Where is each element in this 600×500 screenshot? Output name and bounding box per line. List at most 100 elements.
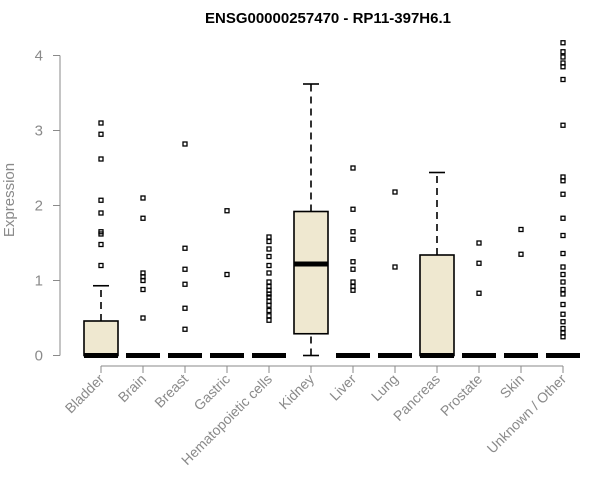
box-6 xyxy=(336,165,370,358)
outlier-point xyxy=(560,76,566,83)
outlier-point xyxy=(350,165,356,171)
box-8 xyxy=(419,171,455,358)
outlier-point xyxy=(266,234,272,240)
chart-title: ENSG00000257470 - RP11-397H6.1 xyxy=(205,10,451,27)
y-tick-label: 3 xyxy=(35,123,43,140)
outlier-point xyxy=(560,64,566,70)
box-10 xyxy=(504,226,538,358)
box-series xyxy=(83,40,580,358)
outlier-point xyxy=(560,271,566,278)
outlier-point xyxy=(182,305,188,311)
outlier-point xyxy=(392,264,398,270)
box-2 xyxy=(168,141,202,358)
box-iqr xyxy=(419,254,455,357)
box-0 xyxy=(83,120,119,358)
outlier-point xyxy=(266,313,272,319)
box-9 xyxy=(462,240,496,358)
outlier-point xyxy=(560,264,566,270)
x-tick-label: Skin xyxy=(497,371,528,402)
outlier-point xyxy=(98,131,104,137)
outlier-point xyxy=(350,236,356,242)
x-tick-label: Prostate xyxy=(437,371,485,419)
outlier-point xyxy=(182,281,188,287)
x-tick-label: Pancreas xyxy=(390,371,443,424)
outlier-point xyxy=(98,156,104,162)
x-tick-label: Brain xyxy=(115,371,149,405)
outlier-point xyxy=(560,40,566,46)
outlier-point xyxy=(560,286,566,293)
outlier-point xyxy=(266,291,272,297)
outlier-point xyxy=(98,262,104,269)
outlier-point xyxy=(560,319,566,325)
outlier-point xyxy=(560,49,566,55)
outlier-point xyxy=(98,210,104,216)
box-11 xyxy=(546,40,580,358)
outlier-point xyxy=(560,122,566,128)
outlier-point xyxy=(182,326,188,332)
x-tick-label: Lung xyxy=(368,371,401,404)
outlier-point xyxy=(266,253,272,260)
outlier-point xyxy=(350,229,356,235)
outlier-point xyxy=(266,294,272,300)
outlier-point xyxy=(140,195,146,201)
outlier-point xyxy=(350,287,356,293)
outlier-point xyxy=(182,141,188,147)
x-tick-label: Kidney xyxy=(276,371,318,413)
outlier-point xyxy=(224,271,230,278)
y-tick-label: 2 xyxy=(35,198,43,215)
box-iqr xyxy=(293,210,329,335)
outlier-point xyxy=(560,215,566,221)
outlier-point xyxy=(182,266,188,272)
outlier-point xyxy=(560,311,566,317)
outlier-point xyxy=(560,54,566,60)
outlier-point xyxy=(266,279,272,285)
x-tick-label: Bladder xyxy=(62,371,108,417)
outlier-point xyxy=(98,241,104,248)
outlier-point xyxy=(350,279,356,285)
outlier-point xyxy=(140,277,146,284)
outlier-point xyxy=(476,260,482,266)
y-tick-label: 4 xyxy=(35,48,43,65)
box-4 xyxy=(252,234,286,358)
outlier-point xyxy=(98,120,104,126)
outlier-point xyxy=(140,315,146,321)
outlier-point xyxy=(560,191,566,197)
outlier-point xyxy=(266,238,272,245)
x-tick-label: Breast xyxy=(151,371,191,411)
outlier-point xyxy=(140,215,146,221)
x-tick-label: Unknown / Other xyxy=(484,371,570,457)
outlier-point xyxy=(266,246,272,252)
outlier-point xyxy=(98,231,104,237)
box-1 xyxy=(126,195,160,358)
y-tick-label: 1 xyxy=(35,273,43,290)
outlier-point xyxy=(266,302,272,308)
outlier-point xyxy=(560,232,566,239)
outlier-point xyxy=(560,325,566,332)
y-axis: 0 1 2 3 4 xyxy=(35,48,61,365)
outlier-point xyxy=(560,291,566,297)
box-7 xyxy=(378,189,412,358)
x-tick-label: Liver xyxy=(326,371,359,404)
outlier-point xyxy=(140,286,146,293)
outlier-point xyxy=(476,290,482,296)
outlier-point xyxy=(560,178,566,184)
outlier-point xyxy=(266,262,272,269)
y-axis-label: Expression xyxy=(1,163,18,237)
box-5 xyxy=(293,83,329,357)
outlier-point xyxy=(518,251,524,257)
outlier-point xyxy=(350,206,356,212)
outlier-point xyxy=(560,250,566,257)
outlier-point xyxy=(98,197,104,203)
outlier-point xyxy=(266,307,272,314)
outlier-point xyxy=(266,270,272,276)
outlier-point xyxy=(560,334,566,340)
outlier-point xyxy=(224,208,230,214)
outlier-point xyxy=(350,259,356,265)
outlier-point xyxy=(392,189,398,195)
box-3 xyxy=(210,208,244,358)
outlier-point xyxy=(350,266,356,272)
outlier-point xyxy=(518,226,524,233)
outlier-point xyxy=(182,245,188,251)
